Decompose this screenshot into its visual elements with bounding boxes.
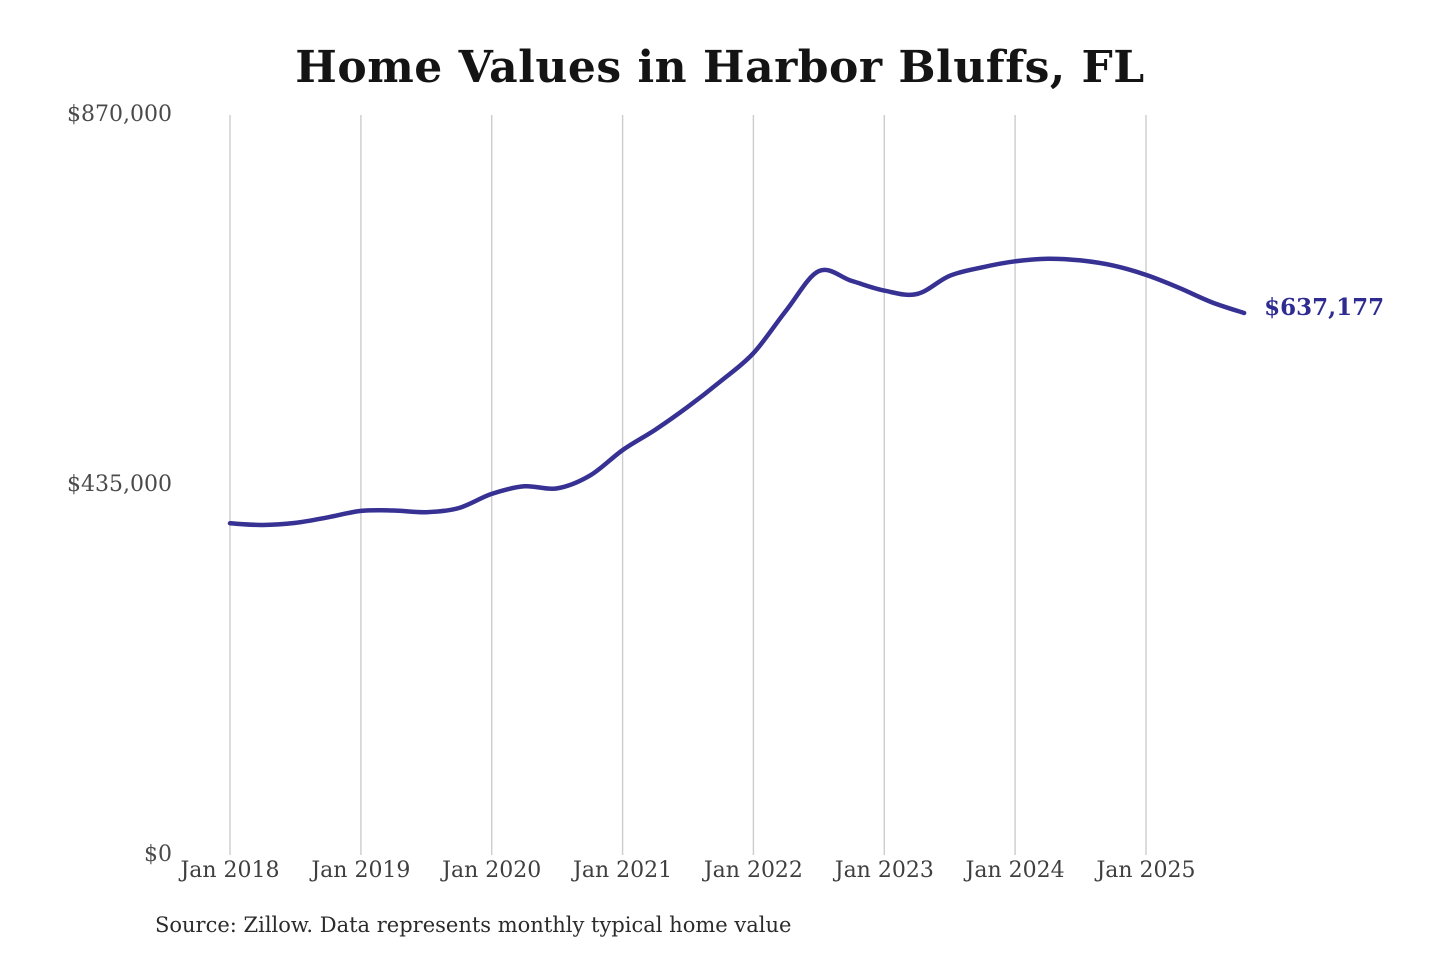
source-note: Source: Zillow. Data represents monthly …	[155, 913, 792, 937]
chart-title: Home Values in Harbor Bluffs, FL	[295, 42, 1145, 93]
x-tick-label: Jan 2021	[573, 858, 673, 883]
y-tick-label: $870,000	[67, 102, 172, 127]
latest-value-label: $637,177	[1264, 294, 1385, 321]
y-tick-label: $435,000	[67, 472, 172, 497]
x-tick-label: Jan 2023	[834, 858, 934, 883]
x-tick-label: Jan 2024	[965, 858, 1065, 883]
x-tick-label: Jan 2019	[311, 858, 411, 883]
y-tick-label: $0	[144, 842, 172, 867]
x-tick-label: Jan 2022	[703, 858, 803, 883]
gridlines	[229, 115, 1147, 855]
x-tick-label: Jan 2020	[442, 858, 542, 883]
x-tick-label: Jan 2025	[1096, 858, 1196, 883]
x-tick-label: Jan 2018	[180, 858, 280, 883]
home-value-line	[227, 256, 1247, 528]
